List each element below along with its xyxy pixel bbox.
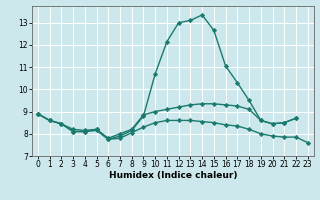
X-axis label: Humidex (Indice chaleur): Humidex (Indice chaleur)	[108, 171, 237, 180]
